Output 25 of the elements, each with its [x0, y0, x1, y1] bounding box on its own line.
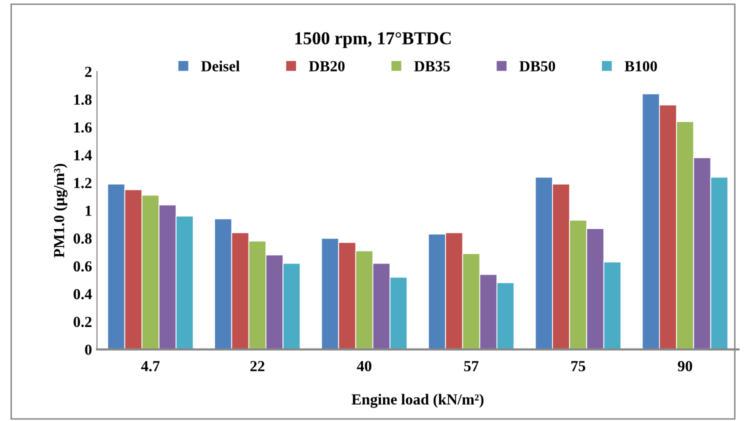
x-tick-label: 4.7: [141, 361, 160, 372]
x-tick-label: 22: [250, 361, 264, 372]
legend-label: B100: [624, 61, 657, 72]
y-tick-label: 1.2: [74, 178, 92, 188]
y-tick-label: 1: [86, 206, 92, 216]
y-tick-label: 0.4: [74, 289, 92, 300]
chart-title: 1500 rpm, 17°BTDC: [295, 32, 451, 48]
x-tick-label: 57: [464, 361, 478, 372]
legend-label: DB20: [308, 61, 345, 72]
y-tick-label: 1.8: [74, 94, 92, 105]
y-tick-label: 2: [85, 66, 92, 77]
legend-label: DB35: [414, 61, 450, 72]
y-tick-label: 0.6: [74, 261, 92, 272]
y-tick-label: 0.8: [74, 233, 92, 244]
y-axis-title: PM1.0 (μg/m³): [53, 164, 68, 258]
legend-label: Deisel: [201, 60, 240, 72]
legend-label: DB50: [519, 61, 556, 72]
y-tick-label: 0.2: [74, 316, 92, 328]
x-tick-label: 90: [678, 360, 692, 372]
y-tick-label: 1.4: [74, 150, 92, 160]
x-axis-title: Engine load (kN/m²): [352, 394, 484, 408]
y-tick-label: 1.6: [74, 122, 92, 133]
x-tick-label: 75: [571, 361, 586, 372]
x-tick-label: 40: [356, 360, 372, 372]
y-tick-label: 0: [85, 344, 92, 355]
